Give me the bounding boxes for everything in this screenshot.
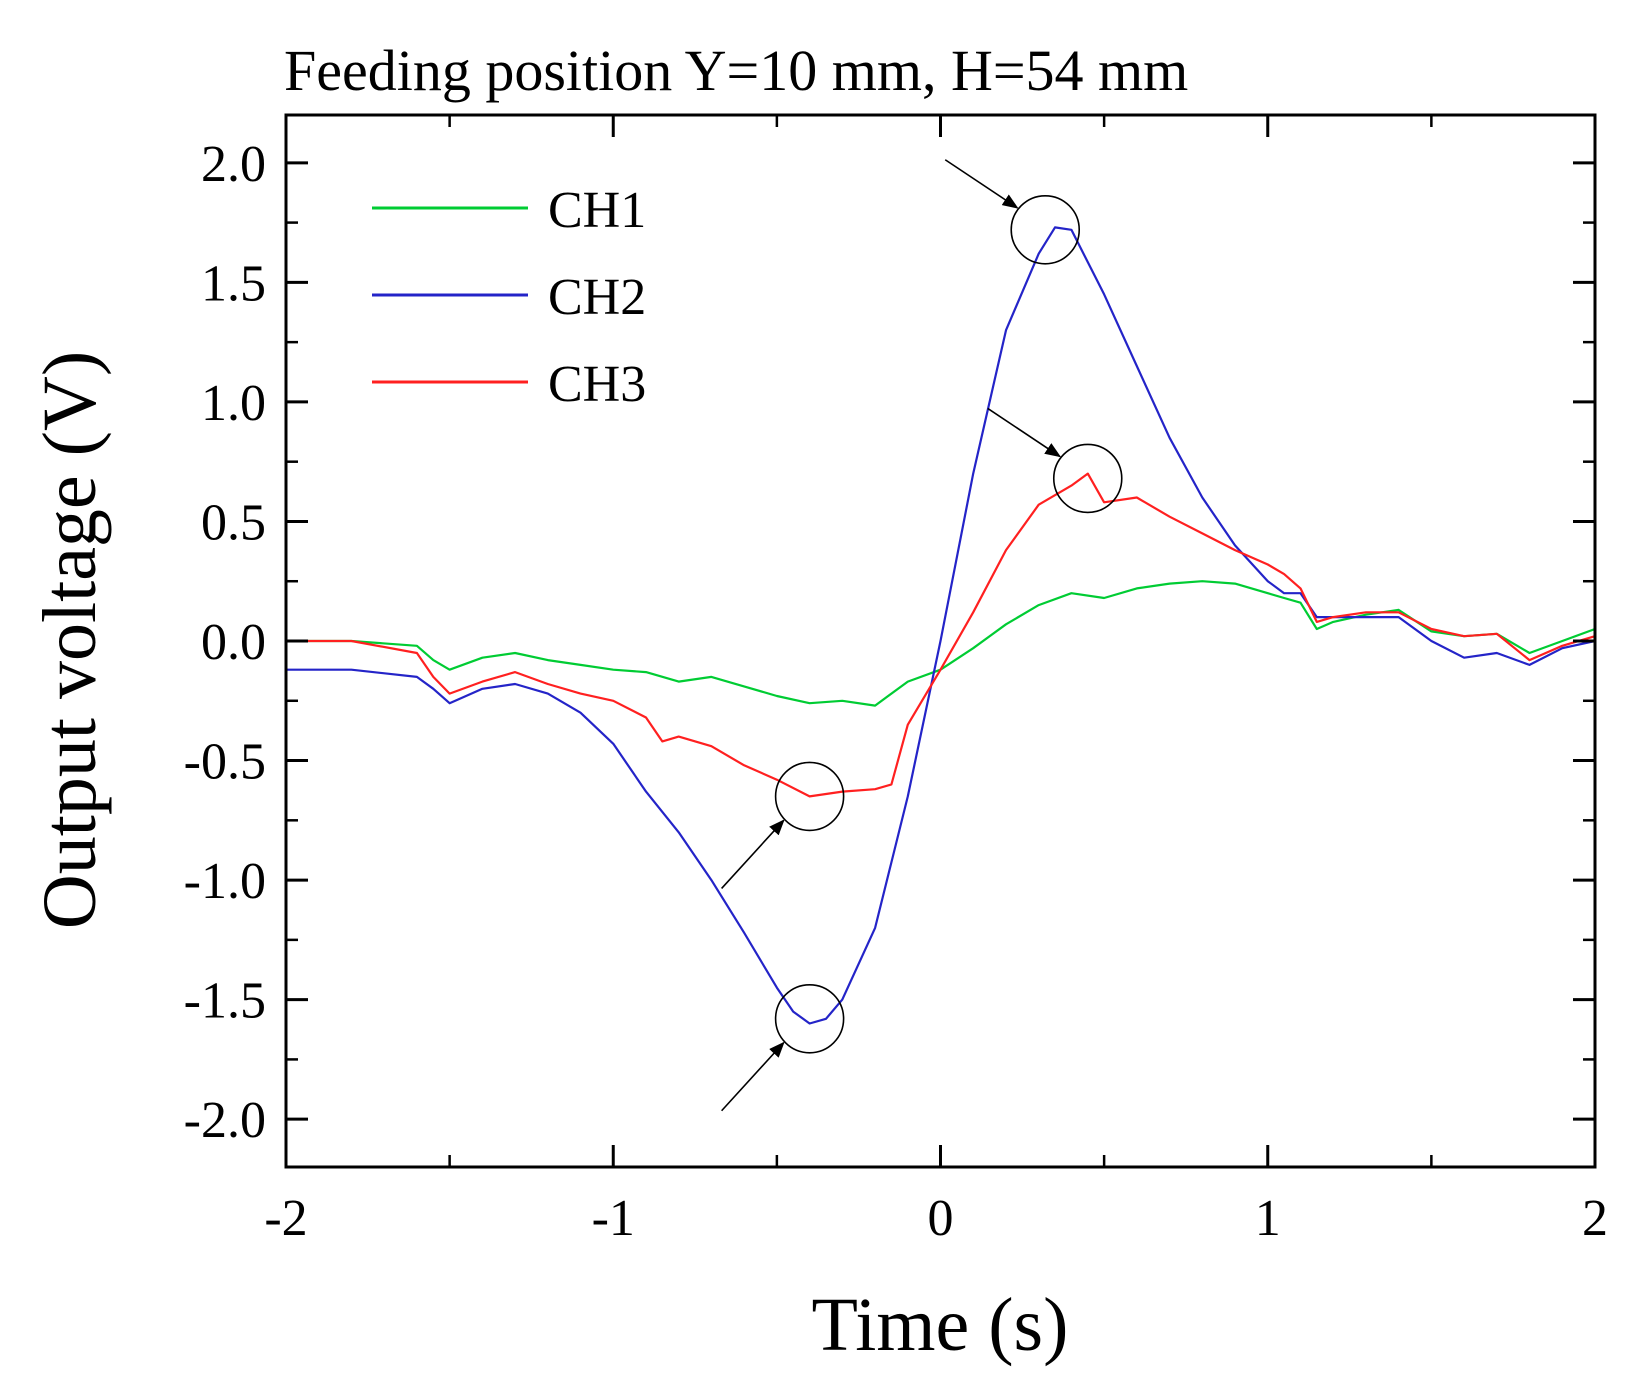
series-ch1-line <box>286 580 1596 707</box>
annotation-circle <box>774 983 845 1054</box>
legend-label-ch1: CH1 <box>548 182 646 239</box>
annotation-arrow <box>944 159 1019 209</box>
series-ch3-line <box>286 472 1596 798</box>
y-tick-label: -2.0 <box>184 1092 266 1149</box>
y-tick-label: 0.0 <box>201 614 266 671</box>
annotation-arrow <box>721 1041 785 1112</box>
legend: CH1 CH2 CH3 <box>372 182 646 413</box>
x-tick-label: 1 <box>1255 1190 1281 1247</box>
annotation-circle <box>774 761 845 832</box>
series-layer <box>286 226 1596 1025</box>
legend-label-ch2: CH2 <box>548 269 646 326</box>
x-tick-label: -2 <box>264 1190 307 1247</box>
x-tick-label: 2 <box>1582 1190 1608 1247</box>
x-tick-label: -1 <box>592 1190 635 1247</box>
y-tick-label: -0.5 <box>184 734 266 791</box>
y-tick-label: 1.0 <box>201 375 266 432</box>
x-tick-label: 0 <box>928 1190 954 1247</box>
ticks-layer: -2 -1 0 1 2 2.0 1.5 1.0 0.5 0.0 -0.5 -1.0 -1.5 -2.0 <box>184 115 1608 1247</box>
x-axis-title: Time (s) <box>812 1283 1069 1367</box>
y-tick-label: 1.5 <box>201 255 266 312</box>
series-ch2-line <box>286 226 1596 1025</box>
y-tick-label: 2.0 <box>201 136 266 193</box>
legend-label-ch3: CH3 <box>548 356 646 413</box>
annotation-arrow <box>987 407 1062 458</box>
y-axis-title: Output voltage (V) <box>28 351 112 929</box>
annotation-circle <box>1010 194 1081 265</box>
y-tick-label: -1.5 <box>184 973 266 1030</box>
y-tick-label: -1.0 <box>184 853 266 910</box>
annotations-layer <box>721 159 1123 1112</box>
chart-title: Feeding position Y=10 mm, H=54 mm <box>284 38 1188 103</box>
annotation-arrow <box>721 819 785 889</box>
y-tick-label: 0.5 <box>201 494 266 551</box>
annotation-circle <box>1052 443 1123 514</box>
